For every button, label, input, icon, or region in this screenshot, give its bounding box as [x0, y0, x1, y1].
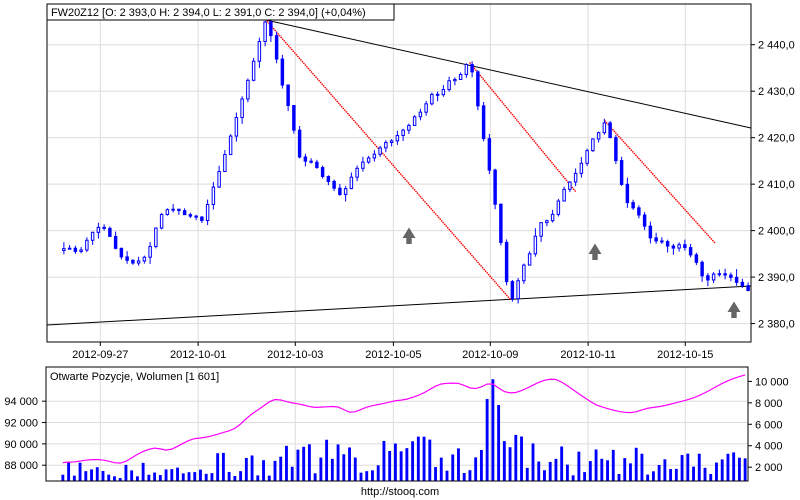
svg-text:2012-09-27: 2012-09-27 — [72, 349, 128, 361]
svg-text:2 000: 2 000 — [755, 462, 783, 474]
svg-text:2012-10-03: 2012-10-03 — [267, 349, 323, 361]
svg-text:92 000: 92 000 — [4, 418, 38, 430]
svg-text:2 390,0: 2 390,0 — [758, 272, 795, 284]
svg-text:2012-10-09: 2012-10-09 — [462, 349, 518, 361]
svg-text:2012-10-05: 2012-10-05 — [365, 349, 421, 361]
svg-text:2 400,0: 2 400,0 — [758, 226, 795, 238]
svg-text:94 000: 94 000 — [4, 396, 38, 408]
svg-text:2 410,0: 2 410,0 — [758, 179, 795, 191]
svg-text:10 000: 10 000 — [755, 376, 789, 388]
svg-text:2012-10-15: 2012-10-15 — [657, 349, 713, 361]
svg-text:4 000: 4 000 — [755, 441, 783, 453]
svg-text:2012-10-11: 2012-10-11 — [560, 349, 615, 361]
svg-text:http://stooq.com: http://stooq.com — [361, 486, 439, 498]
svg-text:2 420,0: 2 420,0 — [758, 133, 795, 145]
svg-text:6 000: 6 000 — [755, 419, 783, 431]
svg-text:2 430,0: 2 430,0 — [758, 86, 795, 98]
svg-text:2 440,0: 2 440,0 — [758, 40, 795, 52]
svg-text:FW20Z12 [O: 2 393,0 H: 2 394,: FW20Z12 [O: 2 393,0 H: 2 394,0 L: 2 391,… — [51, 7, 366, 19]
svg-text:2012-10-01: 2012-10-01 — [170, 349, 226, 361]
svg-text:Otwarte Pozycje, Wolumen [1 60: Otwarte Pozycje, Wolumen [1 601] — [50, 371, 219, 383]
svg-text:90 000: 90 000 — [4, 439, 38, 451]
svg-text:88 000: 88 000 — [4, 460, 38, 472]
svg-text:2 380,0: 2 380,0 — [758, 319, 795, 331]
svg-text:8 000: 8 000 — [755, 398, 783, 410]
